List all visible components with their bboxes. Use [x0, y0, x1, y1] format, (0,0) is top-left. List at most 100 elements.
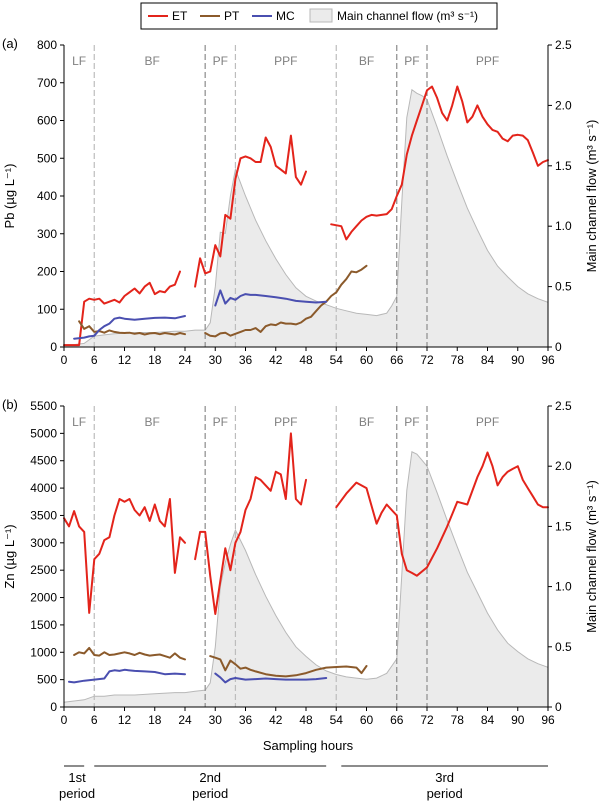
- series-line-mc: [68, 668, 186, 684]
- x-tick-label: 60: [360, 353, 374, 367]
- x-tick-label: 72: [420, 353, 434, 367]
- y-tick-label: 4000: [30, 481, 57, 495]
- phase-label: BF: [145, 415, 160, 429]
- x-tick-label: 66: [390, 353, 404, 367]
- y-tick-label: 5500: [30, 399, 57, 413]
- flow-area: [63, 451, 549, 708]
- y-tick-label: 300: [37, 227, 57, 241]
- y2-tick-label: 2.0: [555, 459, 572, 473]
- period-label-line1: 3rd: [435, 770, 454, 785]
- x-tick-label: 72: [420, 713, 434, 727]
- y2-tick-label: 0.5: [555, 280, 572, 294]
- y-tick-label: 800: [37, 38, 57, 52]
- x-tick-label: 78: [451, 713, 465, 727]
- legend-flow-label: Main channel flow (m³ s⁻¹): [337, 9, 478, 23]
- x-tick-label: 96: [541, 353, 555, 367]
- x-tick-label: 12: [118, 713, 132, 727]
- x-tick-label: 60: [360, 713, 374, 727]
- x-tick-label: 6: [91, 353, 98, 367]
- y-tick-label: 500: [37, 151, 57, 165]
- y2-tick-label: 2.5: [555, 399, 572, 413]
- y-tick-label: 3000: [30, 536, 57, 550]
- x-tick-label: 24: [178, 353, 192, 367]
- series-line-pt: [209, 655, 368, 678]
- phase-label: PF: [213, 415, 228, 429]
- x-tick-label: 24: [178, 713, 192, 727]
- x-tick-label: 0: [61, 713, 68, 727]
- y-tick-label: 1500: [30, 618, 57, 632]
- period-label-line2: period: [59, 786, 95, 801]
- phase-label: PPF: [274, 415, 297, 429]
- period-label-line2: period: [192, 786, 228, 801]
- x-tick-label: 36: [239, 353, 253, 367]
- y-axis-label: Pb (µg L⁻¹): [2, 164, 17, 229]
- x-tick-label: 18: [148, 353, 162, 367]
- y-tick-label: 600: [37, 114, 57, 128]
- flow-area: [63, 88, 549, 348]
- x-tick-label: 42: [269, 713, 283, 727]
- y2-tick-label: 0.5: [555, 640, 572, 654]
- y2-tick-label: 1.0: [555, 219, 572, 233]
- y2-tick-label: 2.0: [555, 98, 572, 112]
- series-line-mc: [214, 289, 328, 307]
- y-axis-label: Zn (µg L⁻¹): [2, 524, 17, 588]
- y2-tick-label: 1.5: [555, 159, 572, 173]
- x-tick-label: 78: [451, 353, 465, 367]
- x-tick-label: 48: [299, 353, 313, 367]
- panel-a-pb-chart: LF BF PF PPF BF PF PPF 0 6 12 18 24 30 36 42 48 54 60 66 72…: [2, 38, 599, 367]
- y2-axis-label: Main channel flow (m³ s⁻¹): [584, 120, 599, 273]
- y-tick-label: 0: [50, 340, 57, 354]
- y-tick-label: 500: [37, 673, 57, 687]
- y-tick-label: 200: [37, 265, 57, 279]
- panel-b-zn-chart: LF BF PF PPF BF PF PPF 0 6 12 18 24 30 36 42 48 54 60 66 72…: [2, 399, 599, 727]
- series-line-mc: [214, 672, 328, 684]
- y2-axis-label: Main channel flow (m³ s⁻¹): [584, 480, 599, 633]
- phase-label: PPF: [476, 415, 499, 429]
- x-tick-label: 66: [390, 713, 404, 727]
- y2-tick-label: 0: [555, 700, 562, 714]
- x-tick-label: 18: [148, 713, 162, 727]
- y-tick-label: 700: [37, 76, 57, 90]
- series-line-et: [335, 451, 549, 577]
- x-tick-label: 12: [118, 353, 132, 367]
- phase-label: PF: [213, 54, 228, 68]
- x-tick-label: 42: [269, 353, 283, 367]
- phase-label: PPF: [274, 54, 297, 68]
- x-axis-label: Sampling hours: [263, 738, 354, 753]
- legend-et-label: ET: [172, 9, 188, 23]
- phase-label: BF: [359, 415, 374, 429]
- series-line-et: [330, 85, 549, 241]
- x-tick-label: 84: [481, 713, 495, 727]
- period-label-line2: period: [427, 786, 463, 801]
- x-tick-label: 54: [330, 353, 344, 367]
- x-tick-label: 36: [239, 713, 253, 727]
- y-tick-label: 3500: [30, 508, 57, 522]
- x-tick-label: 84: [481, 353, 495, 367]
- phase-label: BF: [145, 54, 160, 68]
- y-tick-label: 2500: [30, 563, 57, 577]
- x-tick-label: 48: [299, 713, 313, 727]
- y-tick-label: 400: [37, 189, 57, 203]
- period-label-line1: 2nd: [199, 770, 221, 785]
- x-tick-label: 6: [91, 713, 98, 727]
- x-tick-label: 54: [330, 713, 344, 727]
- panel-a-letter: (a): [2, 36, 18, 51]
- y-tick-label: 5000: [30, 426, 57, 440]
- y2-tick-label: 1.0: [555, 580, 572, 594]
- series-line-pt: [204, 264, 368, 338]
- legend-flow-swatch: [309, 8, 333, 23]
- panel-b-letter: (b): [2, 397, 18, 412]
- y-tick-label: 0: [50, 700, 57, 714]
- legend: ET PT MC Main channel flow (m³ s⁻¹): [140, 2, 498, 30]
- series-line-mc: [73, 315, 186, 340]
- series-line-pt: [73, 646, 186, 661]
- phase-label: LF: [72, 415, 86, 429]
- y2-tick-label: 0: [555, 340, 562, 354]
- series-line-et: [194, 134, 307, 288]
- y-tick-label: 2000: [30, 591, 57, 605]
- phase-label: PPF: [476, 54, 499, 68]
- phase-label: PF: [404, 415, 419, 429]
- y2-tick-label: 2.5: [555, 38, 572, 52]
- y-tick-label: 1000: [30, 645, 57, 659]
